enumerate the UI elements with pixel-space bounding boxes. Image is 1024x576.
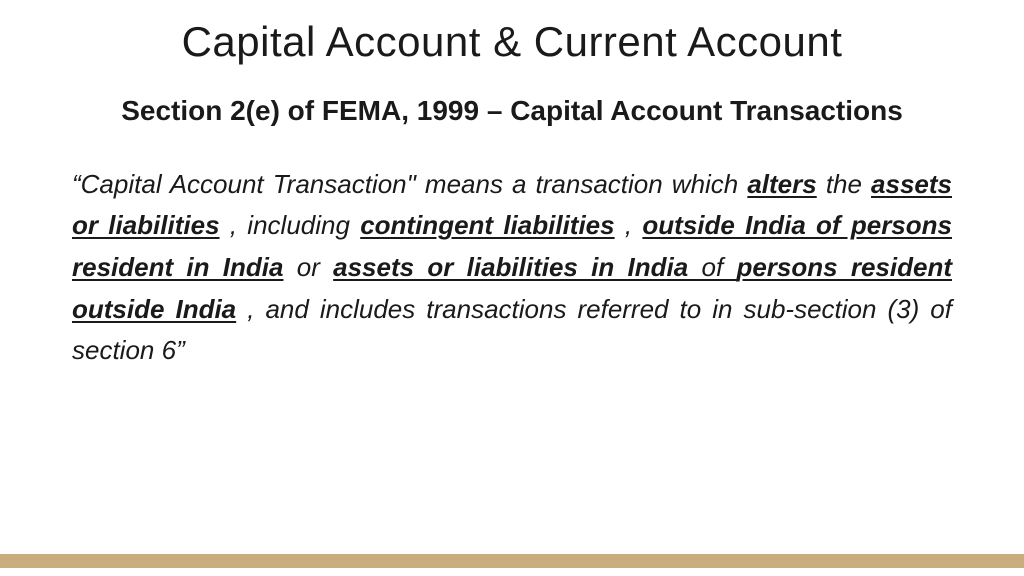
slide-title: Capital Account & Current Account: [72, 18, 952, 66]
emphasis-contingent-liabilities: contingent liabilities: [360, 210, 614, 240]
slide: Capital Account & Current Account Sectio…: [0, 0, 1024, 576]
footer-accent-bar: [0, 554, 1024, 568]
emphasis-assets-in-india: assets or liabilities in India: [333, 252, 701, 282]
body-text: the: [826, 169, 871, 199]
body-text: or: [297, 252, 333, 282]
body-text-underlined-of: of: [701, 252, 736, 282]
slide-subtitle: Section 2(e) of FEMA, 1999 – Capital Acc…: [72, 92, 952, 130]
definition-paragraph: “Capital Account Transaction" means a tr…: [72, 164, 952, 372]
body-text: ,: [625, 210, 643, 240]
body-text: , including: [230, 210, 360, 240]
body-text: “Capital Account Transaction" means a tr…: [72, 169, 747, 199]
emphasis-alters: alters: [747, 169, 816, 199]
